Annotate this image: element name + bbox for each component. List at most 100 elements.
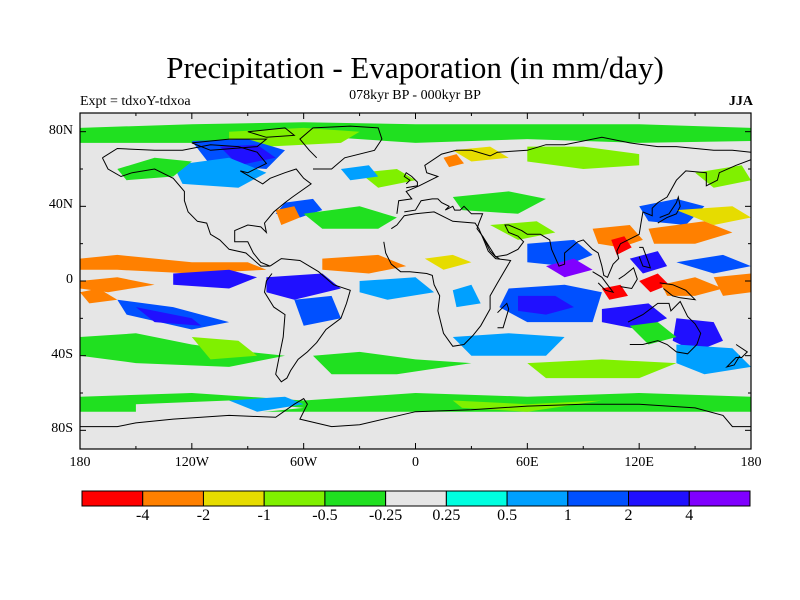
x-tick-label: 180 — [740, 455, 762, 470]
colorbar-swatch — [688, 490, 751, 507]
field-patch-23 — [676, 206, 751, 225]
colorbar-swatch — [81, 490, 144, 507]
field-patch-29 — [713, 273, 751, 296]
field-patch-41 — [452, 284, 481, 308]
field-patch-7 — [443, 154, 464, 168]
colorbar-swatch — [445, 490, 508, 507]
colorbar-label: -2 — [196, 507, 211, 524]
coastline-philippines — [638, 246, 652, 269]
colorbar-swatch — [202, 490, 265, 507]
coastline-south-america — [263, 258, 351, 383]
field-patch-30 — [80, 254, 267, 274]
y-tick-label: 80N — [48, 122, 73, 138]
x-tick-label: 60E — [516, 455, 539, 470]
field-patch-19 — [592, 225, 643, 248]
field-patch-47 — [629, 322, 677, 345]
colorbar-label: -0.5 — [312, 507, 338, 524]
colorbar-label: 4 — [685, 507, 694, 524]
colorbar-swatch — [506, 490, 569, 507]
field-patch-11 — [275, 206, 300, 225]
x-tick-label: 60W — [290, 455, 318, 470]
experiment-label: Expt = tdxoY-tdxoa — [80, 94, 191, 109]
coastline-uk — [403, 171, 418, 189]
field-patch-38 — [294, 295, 341, 326]
field-patch-4 — [173, 157, 267, 188]
field-patch-49 — [191, 337, 258, 360]
coastline-madagascar — [497, 302, 510, 329]
field-patch-17 — [527, 239, 593, 267]
coastline-greenland — [299, 125, 383, 170]
coastline-eurasia — [396, 136, 751, 278]
field-patch-51 — [527, 359, 677, 379]
x-tick-label: 0 — [412, 455, 419, 470]
coastline-arabia-sea-coast — [482, 235, 500, 260]
colorbar-swatch — [263, 490, 326, 507]
x-tick-label: 120W — [174, 455, 209, 470]
x-tick-label: 180 — [69, 455, 91, 470]
field-patch-44 — [452, 333, 565, 356]
colorbar-label: -0.25 — [368, 507, 403, 524]
field-patch-22 — [648, 221, 733, 244]
field-patch-5 — [527, 146, 640, 169]
y-tick-label: 40S — [51, 346, 73, 362]
coastline-sumatra — [592, 271, 615, 294]
colorbar-label: 0.5 — [497, 507, 518, 524]
field-patch-31 — [173, 269, 258, 289]
colorbar-swatch — [567, 490, 630, 507]
chart-subtitle: 078kyr BP - 000kyr BP — [349, 88, 481, 103]
colorbar-label: 0.25 — [432, 507, 461, 524]
season-label: JJA — [728, 94, 753, 109]
axis-ticks — [79, 113, 752, 449]
field-patch-26 — [661, 277, 723, 296]
field-patch-34 — [135, 307, 202, 326]
colorbar-label: -1 — [257, 507, 271, 524]
field-patch-48 — [80, 333, 285, 367]
field-patch-40 — [359, 277, 435, 300]
colorbar-label: 1 — [563, 507, 572, 524]
field-patch-32 — [80, 277, 155, 293]
coastline-arctic-island-1 — [247, 127, 296, 138]
field-patch-36 — [322, 254, 407, 274]
coastline-arctic-island-0 — [191, 138, 268, 151]
field-patch-46 — [672, 318, 723, 352]
field-patch-15 — [452, 191, 546, 214]
colorbar-label: 2 — [624, 507, 633, 524]
field-patch-9 — [695, 165, 751, 188]
y-tick-label: 40N — [48, 197, 73, 213]
field-patch-55 — [229, 396, 304, 412]
precip-evap-field — [80, 122, 751, 416]
field-patch-39 — [424, 254, 472, 270]
field-patch-28 — [676, 254, 751, 274]
coastline-africa — [383, 211, 512, 347]
coastlines — [80, 125, 751, 428]
coastline-antarctica — [80, 397, 751, 428]
field-patch-43 — [518, 295, 574, 315]
field-patch-14 — [340, 165, 379, 181]
chart-title: Precipitation - Evaporation (in mm/day) — [166, 50, 664, 85]
coastline-north-america — [101, 144, 312, 267]
colorbar-swatch — [628, 490, 690, 507]
field-patch-35 — [80, 288, 118, 304]
field-patch-37 — [266, 273, 341, 300]
coastline-new-guinea — [659, 282, 697, 301]
x-tick-label: 120E — [624, 455, 654, 470]
field-patch-1 — [229, 127, 360, 147]
colorbar-label: -4 — [136, 507, 150, 524]
field-patch-25 — [639, 273, 669, 293]
colorbar-swatch — [142, 490, 204, 507]
field-patch-12 — [303, 206, 397, 229]
field-patch-52 — [676, 344, 751, 375]
field-patch-16 — [490, 221, 556, 240]
field-patch-45 — [601, 303, 668, 330]
field-patch-0 — [80, 122, 751, 143]
coastline-japan — [657, 195, 681, 224]
colorbar-swatch — [385, 490, 447, 507]
coastline-new-zealand — [725, 344, 749, 368]
coastline-borneo — [618, 267, 638, 290]
coastline-australia — [627, 300, 702, 355]
y-tick-label: 80S — [51, 421, 73, 437]
y-tick-label: 0 — [66, 272, 73, 287]
field-patch-50 — [313, 351, 472, 375]
colorbar — [81, 490, 751, 507]
